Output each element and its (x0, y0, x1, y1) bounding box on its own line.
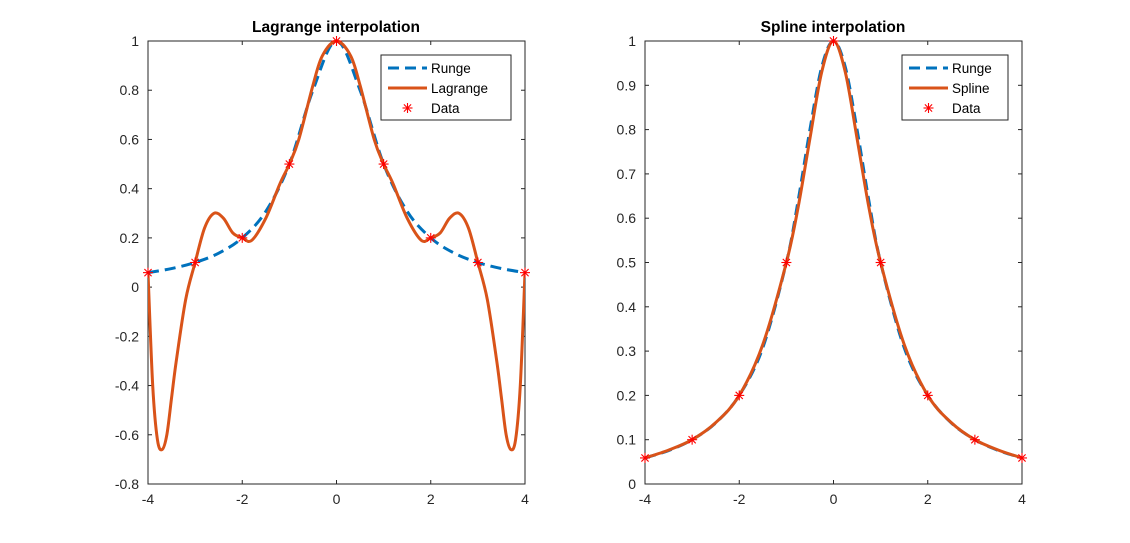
data-point (828, 36, 839, 46)
data-point (922, 390, 933, 401)
y-tick-label: 0.8 (120, 82, 140, 98)
chart-title: Spline interpolation (761, 19, 906, 36)
data-point (378, 159, 389, 170)
data-point (1017, 452, 1027, 463)
y-tick-label: 0 (131, 279, 139, 295)
data-point (284, 159, 295, 170)
legend-entry-runge: Runge (952, 61, 992, 76)
legend: Runge Lagrange Data (380, 54, 512, 121)
legend-entry-data: Data (952, 101, 981, 116)
y-tick-label: -0.2 (115, 328, 139, 344)
y-tick-label: 0.9 (617, 77, 637, 93)
y-tick-label: 1 (131, 33, 139, 49)
data-point (331, 36, 342, 46)
data-point (237, 232, 248, 243)
y-tick-label: 0.8 (617, 122, 637, 138)
data-point (734, 390, 745, 401)
x-tick-label: -4 (639, 491, 652, 507)
data-point (425, 232, 436, 243)
legend-swatch-data (923, 103, 934, 113)
data-point (687, 434, 698, 445)
x-tick-label: 0 (333, 491, 341, 507)
data-point (781, 257, 792, 268)
y-tick-label: 0.7 (617, 166, 637, 182)
y-tick-label: 0.3 (617, 343, 637, 359)
y-tick-label: 0.2 (120, 230, 140, 246)
x-tick-label: 2 (427, 491, 435, 507)
legend-entry-spline: Spline (952, 81, 990, 96)
data-point (969, 434, 980, 445)
x-tick-label: 4 (1018, 491, 1026, 507)
data-point (190, 257, 201, 268)
data-point (640, 452, 650, 463)
y-tick-label: 0.6 (617, 210, 637, 226)
x-tick-label: -4 (142, 491, 155, 507)
x-tick-label: 0 (830, 491, 838, 507)
y-tick-label: -0.4 (115, 378, 139, 394)
y-tick-label: 0.6 (120, 131, 140, 147)
y-tick-label: 0 (628, 476, 636, 492)
data-point (472, 257, 483, 268)
legend-swatch-data (402, 103, 413, 113)
spline-plot-panel: -4 -2 0 2 4 0 0.1 0.2 0.3 0.4 0.5 0.6 0.7 0.8 0.9 1 Rung… (617, 19, 1027, 507)
x-tick-label: 2 (924, 491, 932, 507)
legend-entry-data: Data (431, 101, 460, 116)
y-tick-label: 0.5 (617, 255, 637, 271)
y-tick-label: -0.8 (115, 476, 139, 492)
y-tick-label: 0.2 (617, 387, 637, 403)
data-point (520, 267, 530, 278)
x-tick-label: -2 (733, 491, 746, 507)
y-tick-label: 0.4 (617, 299, 637, 315)
legend-entry-lagrange: Lagrange (431, 81, 488, 96)
legend: Runge Spline Data (901, 54, 1009, 121)
x-tick-label: -2 (236, 491, 249, 507)
lagrange-plot-panel: -4 -2 0 2 4 -0.8 -0.6 -0.4 -0.2 0 0.2 0.4 0.6 0.8 1 Run… (115, 19, 530, 507)
y-tick-label: 1 (628, 33, 636, 49)
legend-entry-runge: Runge (431, 61, 471, 76)
y-tick-label: 0.1 (617, 432, 637, 448)
y-tick-label: 0.4 (120, 181, 140, 197)
data-point (875, 257, 886, 268)
y-tick-label: -0.6 (115, 427, 139, 443)
data-point (143, 267, 153, 278)
x-tick-label: 4 (521, 491, 529, 507)
chart-title: Lagrange interpolation (252, 19, 420, 36)
